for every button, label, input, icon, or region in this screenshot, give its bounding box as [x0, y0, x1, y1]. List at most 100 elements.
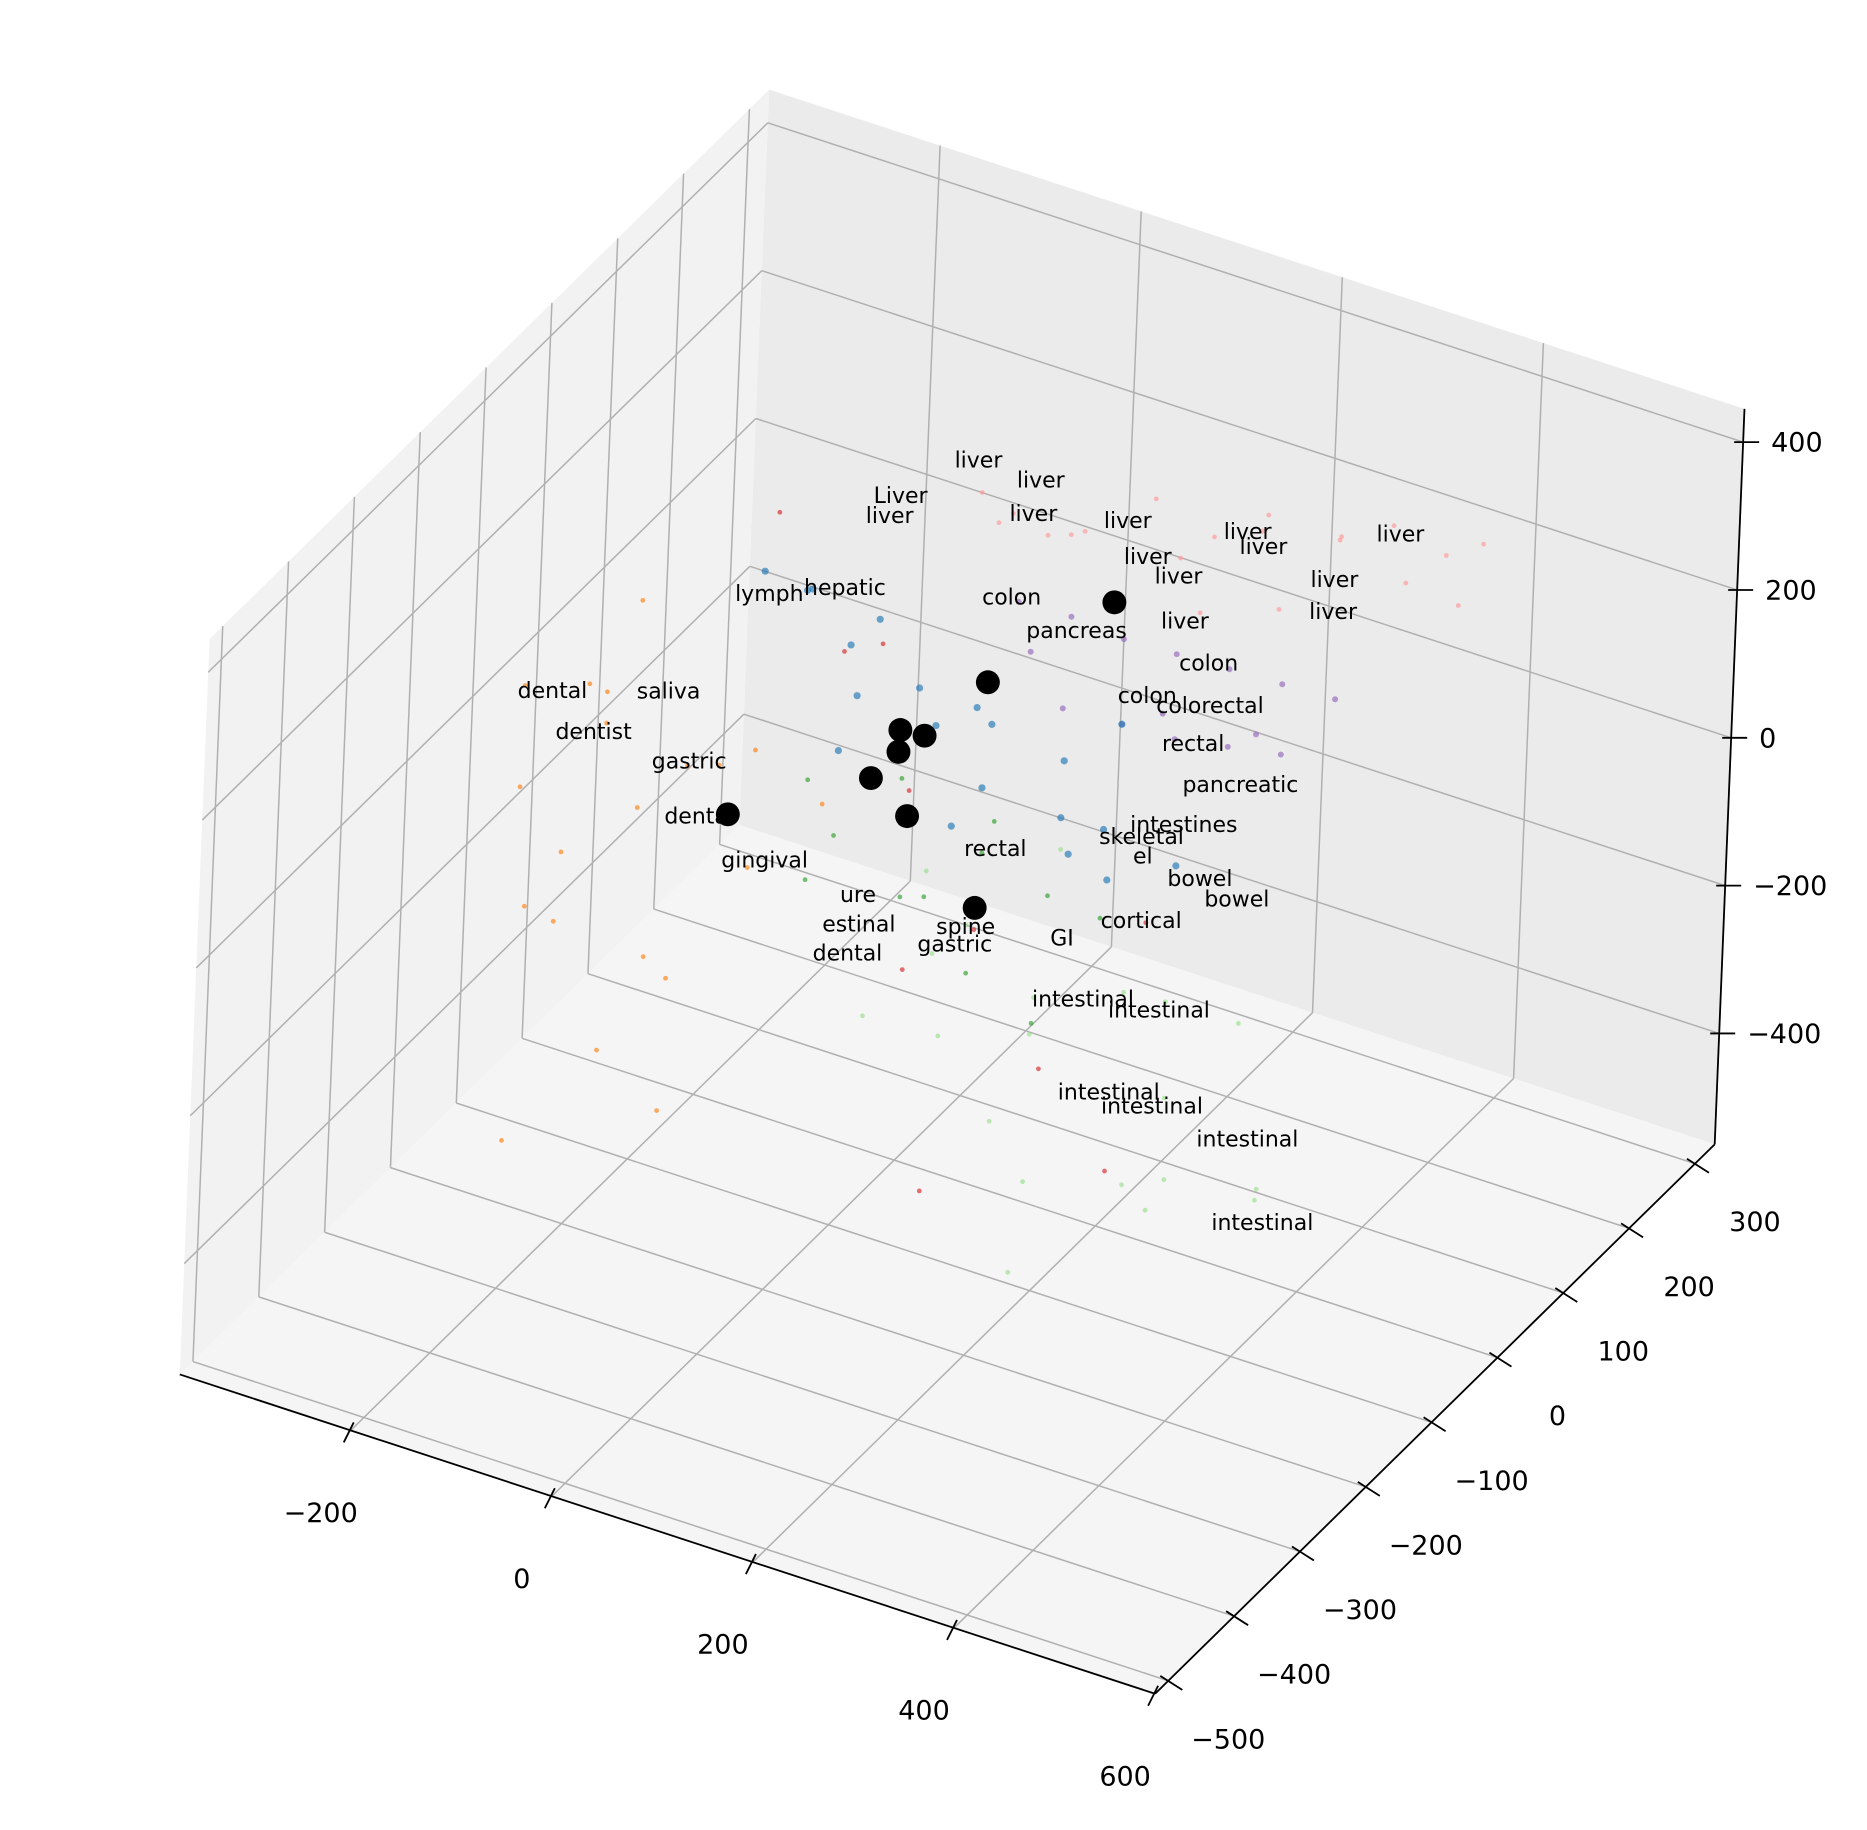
- point: [888, 718, 913, 742]
- annotation: dentist: [555, 720, 632, 745]
- point: [1020, 1179, 1025, 1185]
- annotation: liver: [866, 504, 915, 529]
- annotation: liver: [1155, 565, 1204, 590]
- point: [1142, 1207, 1148, 1213]
- point: [1403, 580, 1409, 586]
- point: [1161, 1095, 1167, 1101]
- tick-label: −100: [1455, 1466, 1529, 1497]
- pane-left: [179, 89, 770, 1375]
- annotation: dental: [813, 942, 883, 967]
- point: [1118, 720, 1126, 728]
- point: [1337, 537, 1343, 543]
- annotation: liver: [1376, 522, 1425, 547]
- point: [935, 1033, 941, 1039]
- point: [1045, 893, 1050, 899]
- tick-label: 0: [1549, 1401, 1566, 1432]
- point: [604, 720, 609, 726]
- point: [1253, 1186, 1259, 1192]
- point: [947, 822, 955, 830]
- tick-label: −400: [1257, 1660, 1331, 1691]
- tick-label: −400: [1747, 1019, 1821, 1050]
- point: [916, 1188, 922, 1194]
- point: [1226, 666, 1233, 673]
- annotation: intestinal: [1196, 1127, 1298, 1152]
- point: [963, 970, 969, 976]
- point: [1163, 999, 1168, 1005]
- point: [1026, 1031, 1032, 1037]
- tick-mark: [342, 1422, 355, 1443]
- point: [991, 819, 997, 824]
- grid-line: [755, 417, 1732, 739]
- point: [978, 784, 986, 792]
- grid-line: [1110, 211, 1142, 947]
- point: [899, 967, 905, 972]
- tick-label: 200: [697, 1630, 749, 1661]
- tick-mark: [1147, 1685, 1159, 1707]
- annotation: bowel: [1204, 887, 1269, 912]
- series: [499, 597, 825, 1143]
- grid-line: [390, 1166, 1367, 1488]
- point: [605, 689, 610, 695]
- annotation: liver: [1017, 469, 1066, 494]
- point: [853, 692, 861, 700]
- point: [834, 746, 842, 755]
- point: [1266, 512, 1272, 518]
- point: [988, 720, 996, 728]
- point: [963, 922, 969, 928]
- point: [1161, 1177, 1167, 1183]
- annotation: liver: [1161, 609, 1210, 634]
- grid-line: [521, 302, 553, 1039]
- point: [1102, 1168, 1107, 1174]
- point: [912, 723, 937, 748]
- point: [1276, 606, 1282, 612]
- annotation: colon: [1118, 684, 1177, 709]
- point: [753, 747, 758, 753]
- tick-label: −200: [284, 1498, 358, 1529]
- point: [761, 567, 769, 575]
- annotation: liver: [1239, 535, 1288, 560]
- tick-label: −300: [1323, 1595, 1397, 1626]
- tick-label: −200: [1389, 1530, 1463, 1561]
- tick-mark: [1291, 1545, 1315, 1562]
- annotation: intestinal: [1032, 987, 1134, 1012]
- tick-mark: [1488, 1351, 1512, 1368]
- annotation: bowel: [1167, 867, 1232, 892]
- point: [550, 918, 556, 924]
- annotation: dental: [664, 805, 734, 830]
- point: [594, 1047, 599, 1053]
- grid-line: [767, 122, 1744, 443]
- point: [558, 849, 564, 855]
- series: [761, 567, 1180, 884]
- point: [1068, 532, 1074, 538]
- point: [971, 927, 977, 933]
- grid-line: [743, 713, 1720, 1035]
- grid-line: [1512, 343, 1545, 1079]
- grid-line: [350, 880, 911, 1431]
- point: [521, 903, 527, 909]
- point: [979, 490, 985, 495]
- annotation: estinal: [822, 912, 895, 937]
- point: [962, 895, 987, 920]
- annotation: colon: [1179, 652, 1238, 677]
- point: [886, 739, 911, 764]
- point: [802, 877, 808, 883]
- point: [1082, 528, 1088, 534]
- point: [979, 850, 985, 856]
- grid-line: [909, 145, 941, 882]
- annotation: dental: [518, 679, 588, 704]
- annotation: intestines: [1130, 813, 1237, 838]
- annotation: saliva: [637, 679, 701, 704]
- annotation: intestinal: [1058, 1080, 1160, 1105]
- point: [929, 951, 935, 956]
- grid-line: [749, 565, 1726, 887]
- grid-line: [587, 972, 1564, 1294]
- annotation: rectal: [1162, 732, 1224, 757]
- tick-mark: [946, 1619, 958, 1641]
- point: [1064, 850, 1072, 858]
- tick-mark: [745, 1553, 757, 1575]
- annotation: skeletal: [1099, 825, 1184, 850]
- grid-line: [551, 946, 1112, 1497]
- tick-mark: [1225, 1610, 1249, 1626]
- grid-line: [1311, 277, 1344, 1013]
